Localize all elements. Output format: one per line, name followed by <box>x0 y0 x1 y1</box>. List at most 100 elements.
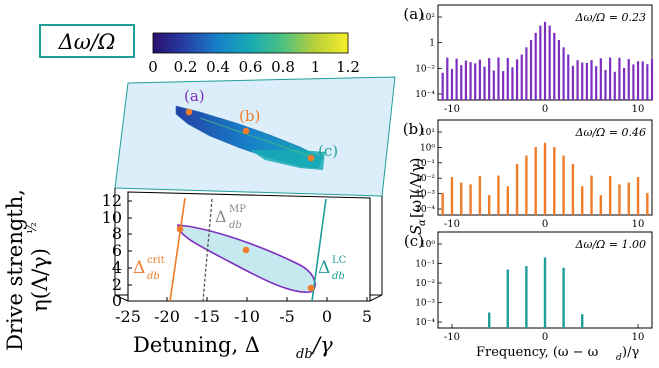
panel-tag: (b) <box>403 120 424 138</box>
panel-x-tick-label: 0 <box>542 104 548 115</box>
main-y-tick-label: 12 <box>102 191 122 210</box>
spectrum-bar <box>557 40 561 100</box>
label-b: (b) <box>239 107 260 125</box>
main-y-tick-label: 8 <box>112 224 122 243</box>
spectrum-bar <box>506 269 509 328</box>
spectrum-bar <box>641 61 644 100</box>
panels-y-label: S α [ω](Λ/γ) <box>407 158 428 236</box>
svg-text:Detuning, Δ: Detuning, Δ <box>133 333 260 357</box>
main-y-tick-label: 10 <box>102 208 122 227</box>
spectrum-bar <box>646 64 649 100</box>
spectrum-bar <box>553 147 556 215</box>
colorbar-tick-label: 0.6 <box>239 58 263 76</box>
svg-text:Δ: Δ <box>318 258 330 278</box>
spectrum-bar <box>618 184 621 215</box>
spectrum-bar <box>650 59 654 100</box>
svg-text:½: ½ <box>25 222 39 234</box>
upper-plane: (a) (b) (c) <box>114 76 396 197</box>
spectrum-bar <box>460 182 463 215</box>
spectrum-bar <box>599 58 602 100</box>
spectrum-bar <box>543 21 547 100</box>
spectrum-bar <box>450 177 454 215</box>
spectrum-bar <box>590 175 593 215</box>
spectrum-bar <box>567 54 570 100</box>
spectrum-panel-c: (c) Δω/Ω = 1.00 10⁰ 10⁻¹ 10⁻² 10⁻³ 10⁻⁴ -10 0 10 <box>404 231 653 343</box>
svg-text:α: α <box>417 219 428 226</box>
spectrum-bar <box>488 58 491 100</box>
spectrum-bar <box>469 184 472 215</box>
spectrum-bar <box>571 65 575 100</box>
main-y-tick-label: 6 <box>112 241 122 260</box>
panel-x-tick-label: -10 <box>444 219 460 230</box>
colorbar-label: Δω/Ω <box>58 30 116 54</box>
spectrum-bar <box>539 25 542 100</box>
panel-y-tick-label: 10⁻² <box>415 279 435 289</box>
spectrum-panel-a: (a) Δω/Ω = 0.23 10² 1 10⁻² 10⁻⁴ -10 0 10 <box>403 4 654 115</box>
crit-line <box>169 197 186 302</box>
panel-x-tick-label: -10 <box>444 104 460 115</box>
spectrum-bar <box>581 314 584 328</box>
spectrum-bar <box>474 63 477 100</box>
spectrum-bar <box>525 155 528 215</box>
panel-y-tick-label: 1 <box>429 39 435 49</box>
point-b <box>242 127 250 135</box>
svg-text:Frequency, (ω − ω: Frequency, (ω − ω <box>476 345 598 360</box>
panel-annotation: Δω/Ω = 0.23 <box>575 11 646 24</box>
spectrum-bar <box>478 59 481 100</box>
svg-text:[ω](Λ/γ): [ω](Λ/γ) <box>407 158 425 219</box>
spectrum-panel-b: (b) Δω/Ω = 0.46 10¹ 10⁰ 10⁻¹ 10⁻² 10⁻³ 10⁻⁴ -10 0… <box>403 119 653 230</box>
spectrum-bar <box>441 72 444 100</box>
spectrum-bar <box>543 142 547 215</box>
spectrum-bar <box>464 60 468 100</box>
colorbar-tick-label: 1.2 <box>336 58 360 76</box>
panel-y-tick-label: 10⁻⁴ <box>415 318 435 328</box>
panel-y-tick-label: 10⁰ <box>420 143 435 153</box>
svg-text:/γ: /γ <box>311 333 333 357</box>
spectrum-bar <box>636 61 640 100</box>
colorbar-tick-label: 0 <box>148 58 158 76</box>
spectrum-bar <box>460 65 463 100</box>
panel-annotation: Δω/Ω = 0.46 <box>575 126 646 139</box>
spectrum-bar <box>525 266 528 328</box>
lower-point-a <box>176 225 184 233</box>
spectrum-bar <box>609 57 612 100</box>
panel-x-tick-label: -10 <box>444 332 460 343</box>
spectrum-bar <box>478 176 482 215</box>
upper-plane-ridge <box>199 117 316 159</box>
main-y-tick-label: 2 <box>112 275 122 294</box>
spectrum-bar <box>455 58 458 100</box>
main-x-label: Detuning, Δ db /γ <box>133 333 333 362</box>
spectrum-bar <box>636 177 640 215</box>
spectrum-bar <box>520 54 523 100</box>
spectrum-bar <box>585 62 588 100</box>
main-x-tick-label: 0 <box>322 307 332 326</box>
colorbar-ticks: 0 0.2 0.4 0.6 0.8 1 1.2 <box>148 58 360 76</box>
main-x-tick-label: -10 <box>234 307 260 326</box>
svg-text:Δ: Δ <box>215 207 227 226</box>
panel-y-tick-label: 10⁻¹ <box>415 159 435 169</box>
panel-tag: (c) <box>404 232 424 250</box>
spectrum-bar <box>534 147 537 215</box>
spectrum-bar <box>632 64 635 100</box>
spectrum-bar <box>515 164 519 215</box>
spectrum-bar <box>511 67 514 100</box>
panel-x-tick-label: 10 <box>632 104 645 115</box>
spectrum-bar <box>562 155 565 215</box>
spectrum-bar <box>576 60 579 100</box>
panel-y-tick-label: 10¹ <box>420 128 435 138</box>
lc-label: Δ db LC <box>318 255 347 282</box>
point-a <box>185 108 193 116</box>
colorbar-tick-label: 0.4 <box>206 58 230 76</box>
main-x-tick-label: -15 <box>194 307 220 326</box>
panel-y-tick-label: 10⁻³ <box>415 299 435 309</box>
panel-x-tick-label: 10 <box>632 219 645 230</box>
svg-text:db: db <box>296 347 313 362</box>
colorbar: Δω/Ω 0 0.2 0.4 0.6 0.8 1 1.2 <box>39 24 360 76</box>
panel-annotation: Δω/Ω = 1.00 <box>575 238 646 251</box>
svg-text:db: db <box>147 271 160 282</box>
main-y-tick-label: 0 <box>112 291 122 310</box>
spectrum-bar <box>581 62 584 100</box>
spectrum-bar <box>627 59 630 100</box>
svg-text:crit: crit <box>147 255 165 266</box>
